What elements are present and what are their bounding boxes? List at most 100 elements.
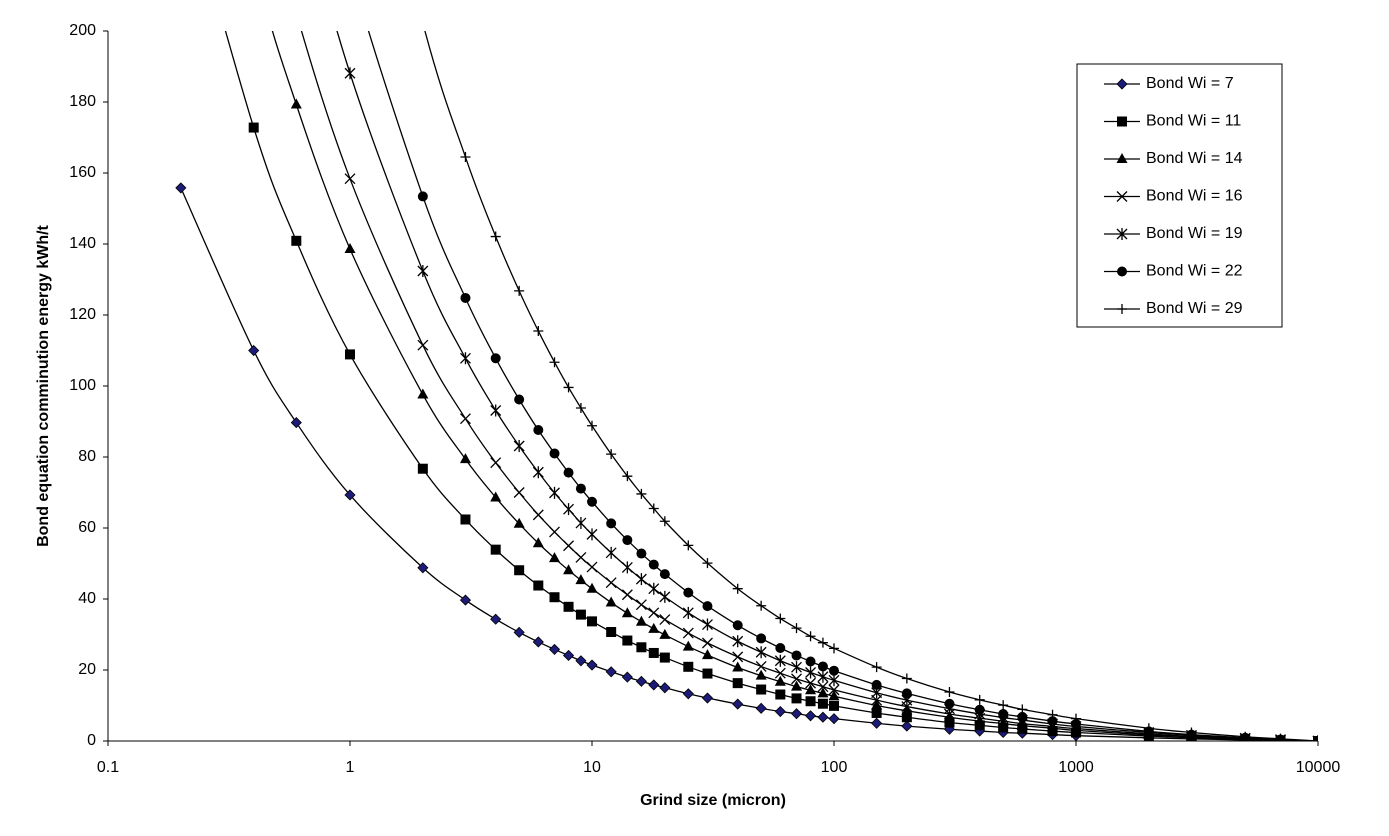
marker (659, 682, 671, 694)
marker (659, 614, 671, 626)
marker (605, 546, 617, 559)
marker (944, 717, 955, 728)
legend-label: Bond Wi = 14 (1146, 150, 1243, 167)
y-tick-label: 60 (78, 519, 96, 536)
marker (901, 712, 912, 723)
marker (805, 677, 817, 689)
marker (817, 687, 829, 698)
marker (549, 552, 561, 563)
marker (606, 449, 617, 460)
marker (648, 679, 660, 691)
marker (732, 583, 743, 594)
series-line (424, 31, 1318, 741)
marker (622, 471, 633, 482)
marker (648, 503, 659, 514)
marker (635, 599, 647, 611)
x-tick-label: 100 (821, 759, 848, 776)
x-tick-label: 1000 (1058, 759, 1094, 776)
marker (1143, 723, 1154, 734)
marker (828, 690, 840, 701)
marker (648, 607, 660, 619)
marker (732, 635, 744, 648)
y-tick-label: 100 (69, 377, 96, 394)
marker (563, 601, 574, 612)
marker (344, 242, 356, 253)
y-tick-label: 80 (78, 448, 96, 465)
marker (606, 518, 617, 529)
marker (702, 637, 713, 649)
marker (417, 191, 428, 202)
marker (635, 675, 647, 687)
marker (755, 660, 767, 672)
marker (490, 404, 502, 417)
marker (805, 684, 817, 695)
y-tick-label: 180 (69, 93, 96, 110)
marker (1047, 709, 1058, 720)
marker (901, 688, 912, 699)
marker (682, 688, 694, 700)
marker (605, 666, 617, 678)
marker (775, 613, 786, 624)
marker (533, 325, 544, 336)
marker (490, 457, 502, 469)
marker (659, 590, 671, 603)
marker (605, 577, 617, 589)
marker (871, 717, 883, 729)
marker (648, 622, 660, 633)
marker (575, 483, 586, 494)
marker (575, 609, 586, 620)
marker (586, 561, 598, 573)
marker (490, 613, 502, 625)
marker (828, 674, 840, 687)
marker (804, 710, 817, 722)
marker (805, 631, 816, 642)
marker (1313, 736, 1318, 741)
y-tick-label: 20 (78, 661, 96, 678)
marker (635, 573, 647, 586)
marker (701, 692, 714, 704)
marker (1240, 731, 1251, 741)
marker (791, 680, 803, 691)
marker (605, 596, 617, 607)
marker (774, 705, 786, 718)
marker (790, 708, 803, 720)
marker (513, 487, 525, 498)
y-tick-label: 0 (87, 732, 96, 749)
marker (732, 678, 743, 689)
marker (1117, 116, 1127, 127)
y-tick-label: 200 (69, 22, 96, 39)
marker (1017, 711, 1028, 722)
marker (829, 700, 839, 711)
legend-label: Bond Wi = 16 (1146, 188, 1243, 205)
marker (636, 488, 647, 499)
marker (974, 720, 985, 731)
marker (621, 561, 633, 574)
marker (575, 655, 587, 667)
marker (563, 467, 574, 478)
marker (548, 643, 561, 655)
x-tick-label: 10 (583, 759, 601, 776)
marker (1017, 704, 1028, 715)
marker (774, 667, 786, 679)
x-tick-label: 1 (346, 759, 355, 776)
marker (563, 564, 575, 575)
marker (648, 582, 660, 595)
plot-area (175, 18, 1318, 741)
marker (587, 420, 597, 431)
marker (648, 559, 659, 570)
marker (513, 626, 525, 638)
legend-box (1076, 63, 1283, 328)
marker (621, 671, 633, 683)
marker (635, 615, 647, 626)
marker (755, 646, 767, 659)
marker (514, 285, 525, 296)
marker (648, 647, 659, 658)
marker (418, 18, 428, 28)
marker (828, 684, 840, 696)
marker (829, 665, 839, 676)
marker (974, 715, 986, 726)
marker (460, 413, 471, 425)
marker (871, 662, 882, 673)
marker (683, 587, 694, 598)
marker (549, 486, 560, 499)
